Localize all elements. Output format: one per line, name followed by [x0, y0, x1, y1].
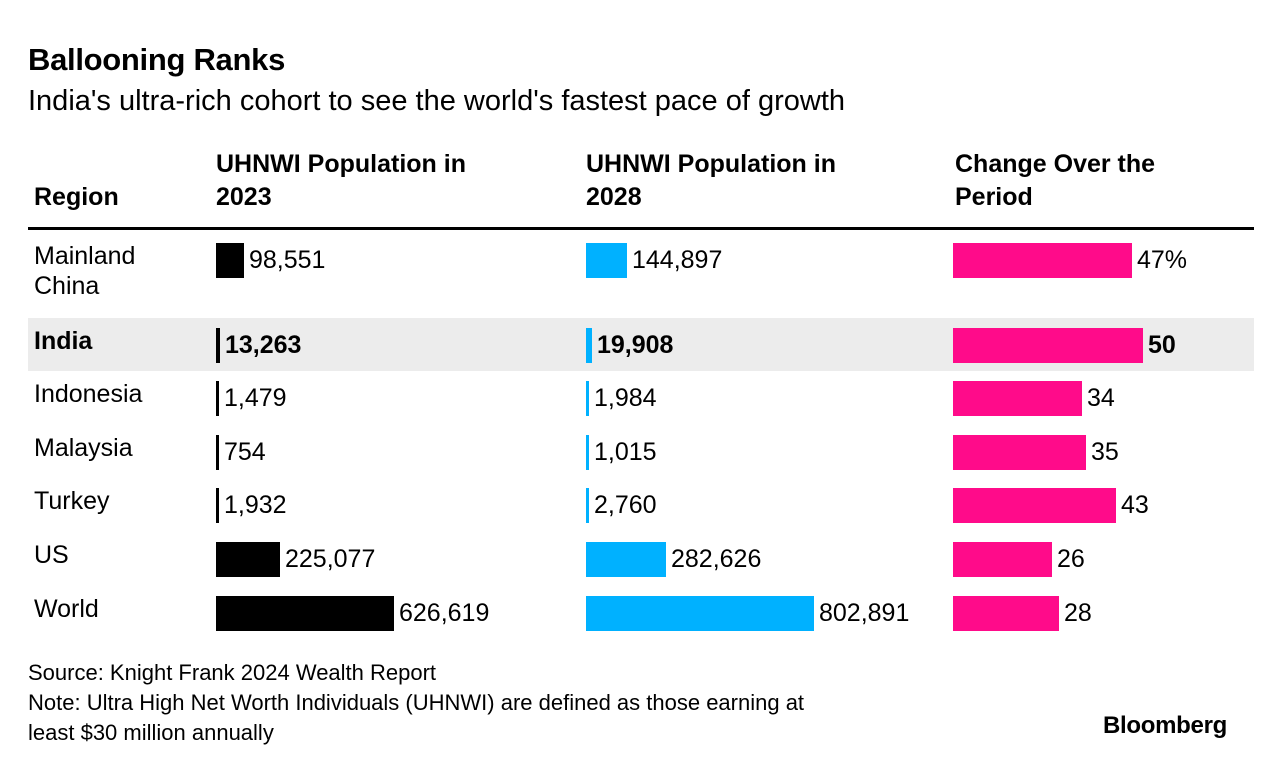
pop2028-value-label: 19,908 [597, 331, 674, 359]
pop2028-bar [586, 596, 814, 631]
column-header-change-line1: Change Over the [955, 150, 1156, 178]
table-row: World 626,619 802,891 28 [28, 586, 1254, 640]
region-label: US [34, 540, 69, 570]
table-row: Mainland China 98,551 144,897 47% [28, 240, 1254, 318]
pop2028-value-label: 2,760 [594, 491, 657, 519]
column-header-region: Region [34, 183, 119, 211]
change-bar [953, 435, 1086, 470]
region-label: World [34, 594, 99, 624]
region-label-line: Indonesia [34, 380, 143, 408]
region-label-line: Mainland [34, 242, 136, 270]
region-label: Turkey [34, 486, 109, 516]
change-bar [953, 328, 1143, 363]
column-header-2028: UHNWI Population in 2028 [586, 148, 836, 214]
pop2028-value-label: 282,626 [671, 545, 762, 573]
pop2023-value-label: 225,077 [285, 545, 376, 573]
change-value-label: 34 [1087, 384, 1115, 412]
table-row: India 13,263 19,908 50 [28, 318, 1254, 371]
change-value-label: 26 [1057, 545, 1085, 573]
pop2028-value-label: 1,015 [594, 438, 657, 466]
pop2023-value-label: 754 [224, 438, 266, 466]
table-row: Indonesia 1,479 1,984 34 [28, 371, 1254, 425]
pop2023-value-label: 98,551 [249, 246, 326, 274]
pop2023-bar [216, 243, 244, 278]
chart-subtitle: India's ultra-rich cohort to see the wor… [28, 85, 846, 117]
column-header-2023: UHNWI Population in 2023 [216, 148, 466, 214]
bloomberg-logo: Bloomberg [1103, 712, 1227, 739]
change-value-label: 35 [1091, 438, 1119, 466]
pop2028-bar [586, 435, 589, 470]
pop2023-bar [216, 435, 219, 470]
region-label-line: Malaysia [34, 434, 133, 462]
change-bar [953, 488, 1116, 523]
change-value-label: 47% [1137, 246, 1188, 274]
pop2028-value-label: 144,897 [632, 246, 723, 274]
column-header-2028-line1: UHNWI Population in [586, 150, 836, 178]
pop2028-value-label: 1,984 [594, 384, 657, 412]
region-label: Indonesia [34, 379, 142, 409]
table-row: US 225,077 282,626 26 [28, 532, 1254, 586]
table-row: Turkey 1,932 2,760 43 [28, 478, 1254, 532]
region-label-line: China [34, 272, 100, 300]
chart-title: Ballooning Ranks [28, 42, 286, 77]
change-bar [953, 596, 1059, 631]
pop2023-value-label: 13,263 [225, 331, 302, 359]
pop2023-value-label: 626,619 [399, 599, 490, 627]
pop2028-bar [586, 488, 589, 523]
change-value-label: 50 [1148, 331, 1176, 359]
header-divider [28, 227, 1254, 230]
pop2023-bar [216, 596, 394, 631]
column-header-2023-line1: UHNWI Population in [216, 150, 466, 178]
region-label-line: World [34, 595, 99, 623]
region-label: Malaysia [34, 433, 133, 463]
region-label-line: Turkey [34, 487, 110, 515]
change-value-label: 43 [1121, 491, 1149, 519]
pop2023-bar [216, 488, 219, 523]
column-header-2023-line2: 2023 [216, 183, 272, 211]
region-label: Mainland China [34, 241, 135, 301]
pop2023-bar [216, 381, 219, 416]
change-bar [953, 243, 1132, 278]
pop2023-bar [216, 542, 280, 577]
pop2023-bar [216, 328, 220, 363]
change-value-label: 28 [1064, 599, 1092, 627]
pop2028-bar [586, 381, 589, 416]
column-header-change: Change Over the Period [955, 148, 1155, 214]
pop2023-value-label: 1,932 [224, 491, 287, 519]
region-label-line: India [34, 327, 93, 355]
change-bar [953, 381, 1082, 416]
region-label-line: US [34, 541, 69, 569]
definition-note-line2: least $30 million annually [28, 720, 274, 745]
source-note: Source: Knight Frank 2024 Wealth Report [28, 660, 437, 685]
pop2028-bar [586, 243, 627, 278]
column-header-change-line2: Period [955, 183, 1033, 211]
pop2028-value-label: 802,891 [819, 599, 910, 627]
pop2028-bar [586, 542, 666, 577]
change-bar [953, 542, 1052, 577]
region-label: India [34, 326, 92, 356]
pop2023-value-label: 1,479 [224, 384, 287, 412]
column-header-2028-line2: 2028 [586, 183, 642, 211]
pop2028-bar [586, 328, 592, 363]
definition-note-line1: Note: Ultra High Net Worth Individuals (… [28, 690, 805, 715]
table-row: Malaysia 754 1,015 35 [28, 425, 1254, 478]
